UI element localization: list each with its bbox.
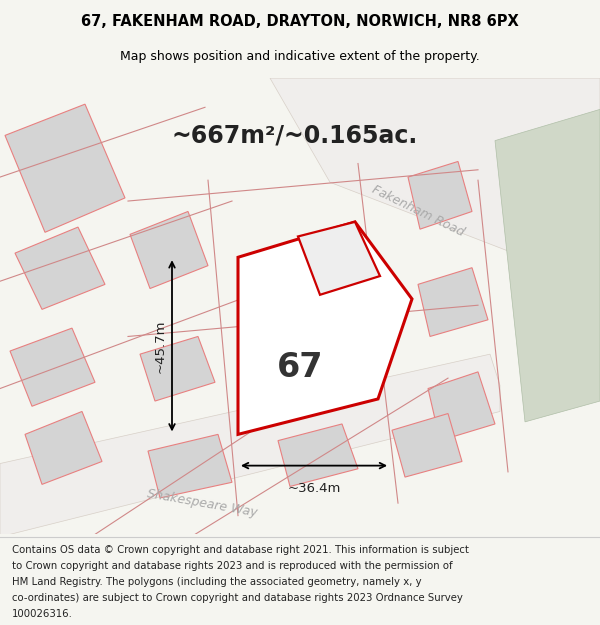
Polygon shape bbox=[25, 411, 102, 484]
Polygon shape bbox=[5, 104, 125, 232]
Polygon shape bbox=[418, 268, 488, 336]
Text: Shakespeare Way: Shakespeare Way bbox=[146, 487, 258, 519]
Text: 67: 67 bbox=[277, 351, 323, 384]
Polygon shape bbox=[148, 434, 232, 498]
Text: Map shows position and indicative extent of the property.: Map shows position and indicative extent… bbox=[120, 50, 480, 62]
Polygon shape bbox=[278, 424, 358, 486]
Text: ~36.4m: ~36.4m bbox=[287, 482, 341, 495]
Text: HM Land Registry. The polygons (including the associated geometry, namely x, y: HM Land Registry. The polygons (includin… bbox=[12, 577, 422, 587]
Text: Contains OS data © Crown copyright and database right 2021. This information is : Contains OS data © Crown copyright and d… bbox=[12, 545, 469, 555]
Text: 67, FAKENHAM ROAD, DRAYTON, NORWICH, NR8 6PX: 67, FAKENHAM ROAD, DRAYTON, NORWICH, NR8… bbox=[81, 14, 519, 29]
Text: ~667m²/~0.165ac.: ~667m²/~0.165ac. bbox=[172, 123, 418, 148]
Text: ~45.7m: ~45.7m bbox=[154, 319, 167, 372]
Polygon shape bbox=[495, 109, 600, 422]
Polygon shape bbox=[140, 336, 215, 401]
Polygon shape bbox=[10, 328, 95, 406]
Polygon shape bbox=[238, 222, 412, 434]
Polygon shape bbox=[270, 78, 600, 286]
Text: to Crown copyright and database rights 2023 and is reproduced with the permissio: to Crown copyright and database rights 2… bbox=[12, 561, 452, 571]
Polygon shape bbox=[408, 161, 472, 229]
Text: 100026316.: 100026316. bbox=[12, 609, 73, 619]
Polygon shape bbox=[130, 211, 208, 289]
Polygon shape bbox=[428, 372, 495, 441]
Text: Fakenham Road: Fakenham Road bbox=[370, 184, 466, 239]
Polygon shape bbox=[15, 227, 105, 309]
Polygon shape bbox=[392, 414, 462, 477]
Polygon shape bbox=[0, 354, 500, 534]
Text: co-ordinates) are subject to Crown copyright and database rights 2023 Ordnance S: co-ordinates) are subject to Crown copyr… bbox=[12, 593, 463, 603]
Polygon shape bbox=[298, 222, 380, 295]
